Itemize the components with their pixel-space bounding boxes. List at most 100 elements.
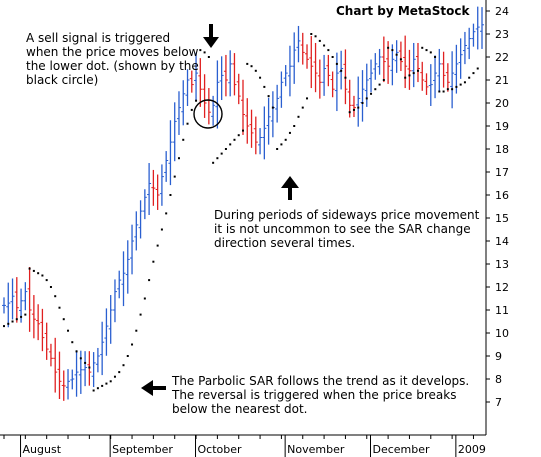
sar-dot	[190, 108, 193, 111]
sar-dot	[382, 79, 385, 81]
sar-dot	[391, 49, 394, 52]
sar-dot	[152, 260, 155, 263]
price-bar	[360, 70, 365, 122]
sar-dot	[310, 33, 313, 35]
sar-dot	[45, 279, 48, 282]
sar-dot	[434, 56, 437, 58]
price-bar	[454, 44, 459, 94]
price-bar	[394, 40, 399, 73]
price-bar	[198, 58, 203, 107]
price-bar	[245, 98, 250, 144]
sar-dot	[331, 56, 334, 58]
price-bar	[185, 69, 190, 106]
sar-dot	[246, 62, 249, 65]
price-bar	[125, 240, 130, 294]
price-bar	[253, 116, 258, 155]
price-bar	[317, 59, 322, 99]
price-bar	[172, 102, 177, 162]
price-bar	[236, 73, 241, 105]
sar-dot	[271, 106, 274, 109]
sar-dot	[32, 269, 35, 272]
trend-annotation: The Parbolic SAR follows the trend as it…	[172, 374, 470, 416]
sar-dot	[242, 129, 244, 132]
price-bar	[326, 54, 331, 87]
sar-dot	[203, 51, 206, 54]
sar-dot	[71, 341, 74, 344]
sar-dot	[169, 194, 172, 196]
price-bar	[364, 63, 369, 107]
price-bar	[266, 97, 271, 145]
sar-dot	[446, 88, 449, 91]
sar-dot	[259, 76, 262, 79]
sar-dot	[412, 72, 415, 75]
price-bar	[437, 48, 442, 91]
sar-dot	[476, 67, 479, 70]
sar-dot	[472, 72, 475, 75]
y-tick-label: 21	[495, 74, 509, 87]
price-bar	[31, 295, 36, 339]
price-bar	[44, 322, 49, 360]
sar-dot	[429, 51, 432, 54]
sar-dot	[399, 58, 402, 61]
y-tick-label: 20	[495, 97, 509, 110]
sar-dot	[276, 148, 279, 150]
sar-dot	[425, 49, 428, 52]
price-bar	[270, 91, 275, 138]
sar-dot	[24, 313, 27, 316]
price-bar	[83, 351, 88, 387]
sar-dot	[468, 76, 471, 79]
sar-dot	[67, 329, 70, 332]
price-bar	[309, 36, 314, 89]
sar-dot	[54, 295, 57, 298]
sar-dot	[314, 35, 317, 38]
sar-dot	[148, 279, 151, 282]
up-arrow-icon	[281, 176, 299, 200]
x-axis: August September October November December 20…	[0, 434, 486, 457]
sar-dot	[463, 81, 466, 84]
sar-dot	[237, 134, 240, 137]
sar-dot	[105, 382, 108, 385]
sar-dot	[207, 56, 210, 58]
sar-dot	[395, 53, 398, 56]
sar-dot	[229, 143, 232, 146]
price-bar	[373, 53, 378, 80]
price-bar	[147, 163, 152, 216]
price-bar	[206, 88, 211, 125]
sar-dot	[301, 106, 304, 109]
price-bar	[159, 164, 164, 206]
sar-dot	[75, 350, 78, 353]
price-bar	[6, 282, 11, 328]
y-tick-label: 17	[495, 166, 509, 179]
sar-dot	[15, 318, 18, 321]
price-bar	[36, 304, 41, 341]
sar-dot	[348, 111, 351, 114]
price-bar	[351, 95, 356, 118]
price-bar	[232, 53, 237, 96]
price-bar	[441, 51, 446, 88]
sar-dot	[374, 88, 377, 91]
sar-dot	[92, 389, 95, 392]
price-bar	[228, 50, 233, 97]
sar-dot	[62, 318, 65, 321]
sar-dot	[297, 115, 300, 118]
price-bar	[450, 51, 455, 109]
x-tick-label: August	[23, 443, 62, 456]
price-bar	[377, 48, 382, 75]
y-tick-label: 15	[495, 212, 509, 225]
price-bar	[424, 73, 429, 95]
sar-dot	[263, 85, 266, 88]
y-tick-label: 13	[495, 258, 509, 271]
sar-dot	[370, 92, 373, 95]
y-tick-label: 11	[495, 304, 509, 317]
price-bar	[475, 6, 480, 50]
sar-dot	[143, 297, 146, 300]
sar-dot	[361, 102, 364, 104]
price-bar	[2, 297, 6, 314]
price-bar	[95, 347, 100, 373]
sar-dot	[37, 272, 40, 275]
price-bar	[381, 36, 386, 83]
sar-dot	[250, 65, 253, 68]
y-tick-label: 14	[495, 235, 509, 248]
price-bar	[467, 27, 472, 60]
sar-dot	[327, 49, 330, 52]
